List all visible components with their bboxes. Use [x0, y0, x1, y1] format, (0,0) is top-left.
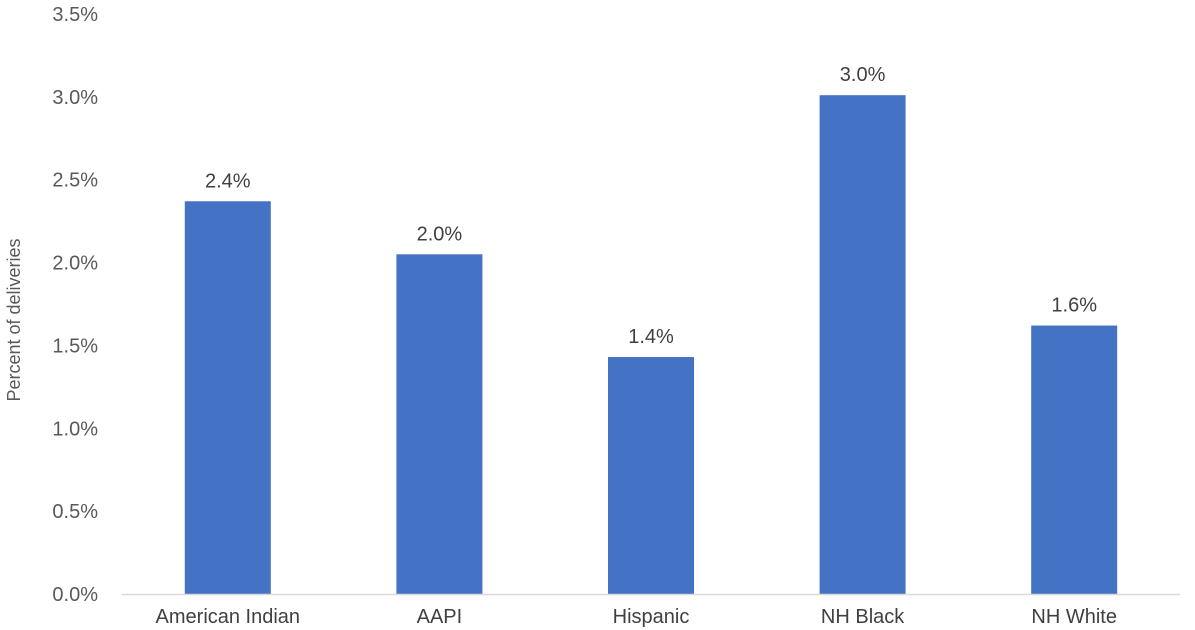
- x-category-label: Hispanic: [613, 606, 690, 628]
- bar: [184, 201, 271, 594]
- bar: [819, 95, 906, 594]
- x-category-label: American Indian: [156, 606, 301, 628]
- y-axis-title: Percent of deliveries: [4, 238, 24, 401]
- y-tick-label: 2.5%: [52, 170, 98, 192]
- data-label: 2.0%: [417, 223, 463, 245]
- y-tick-label: 3.0%: [52, 87, 98, 109]
- data-label: 1.6%: [1051, 295, 1097, 317]
- y-tick-label: 2.0%: [52, 253, 98, 275]
- y-tick-label: 1.0%: [52, 418, 98, 440]
- x-category-label: NH White: [1031, 606, 1117, 628]
- y-tick-label: 0.5%: [52, 501, 98, 523]
- data-label: 3.0%: [840, 64, 886, 86]
- y-tick-label: 3.5%: [52, 4, 98, 26]
- data-label: 1.4%: [628, 326, 674, 348]
- bar: [396, 254, 483, 595]
- y-tick-label: 1.5%: [52, 335, 98, 357]
- bar: [1031, 325, 1118, 594]
- bar: [608, 357, 694, 594]
- data-label: 2.4%: [205, 170, 251, 192]
- x-category-label: NH Black: [821, 606, 905, 628]
- x-category-label: AAPI: [417, 606, 463, 628]
- y-tick-label: 0.0%: [52, 584, 98, 606]
